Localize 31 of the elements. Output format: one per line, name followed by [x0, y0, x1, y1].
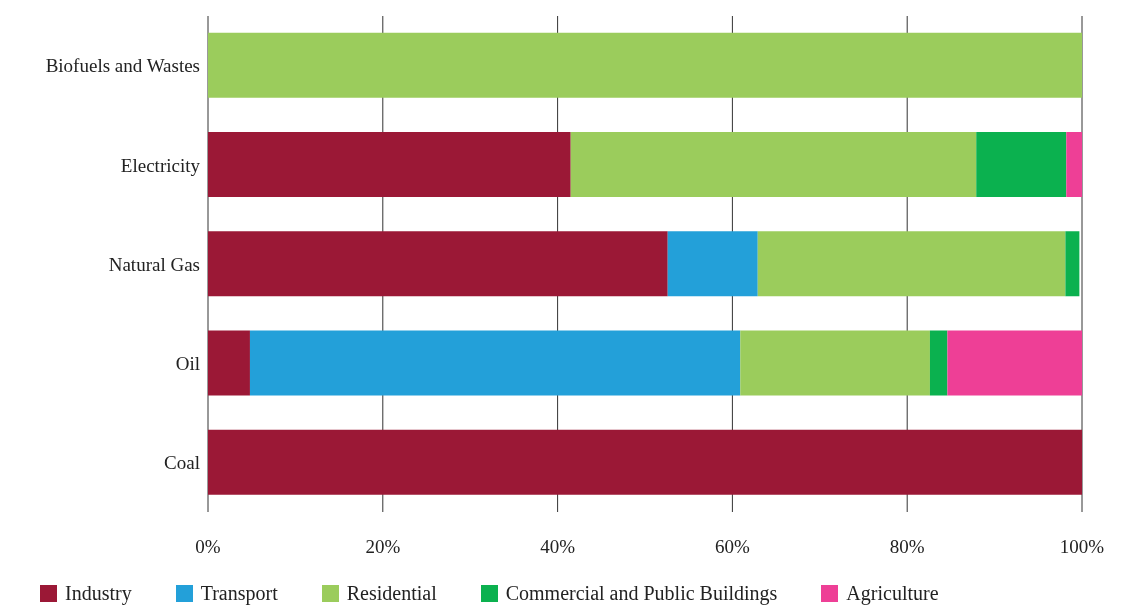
- bar: [208, 429, 1082, 495]
- legend-label: Commercial and Public Buildings: [505, 582, 778, 605]
- bar: [667, 231, 758, 297]
- bar: [208, 32, 1082, 98]
- bar: [570, 132, 977, 198]
- x-tick-label: 40%: [540, 536, 576, 558]
- bar: [208, 132, 571, 198]
- bar: [929, 330, 948, 396]
- bar: [947, 330, 1082, 396]
- bar: [208, 231, 668, 297]
- bar: [1066, 132, 1082, 198]
- legend-label: Agriculture: [846, 582, 939, 605]
- y-tick-label: Oil: [175, 352, 200, 374]
- y-tick-label: Coal: [164, 452, 200, 474]
- y-tick-label: Biofuels and Wastes: [45, 55, 200, 77]
- bar: [1065, 231, 1080, 297]
- x-tick-label: 20%: [365, 536, 401, 558]
- x-tick-label: 60%: [714, 536, 750, 558]
- legend-label: Industry: [65, 582, 132, 605]
- bar: [208, 330, 250, 396]
- bar: [757, 231, 1066, 297]
- x-tick-label: 80%: [889, 536, 925, 558]
- bar: [249, 330, 741, 396]
- bar: [740, 330, 930, 396]
- y-tick-label: Natural Gas: [108, 253, 200, 275]
- legend-label: Transport: [200, 582, 278, 605]
- legend-label: Residential: [346, 582, 437, 605]
- x-tick-label: 100%: [1059, 536, 1105, 558]
- x-tick-label: 0%: [195, 536, 221, 558]
- y-tick-label: Electricity: [120, 154, 201, 176]
- bar: [976, 132, 1067, 198]
